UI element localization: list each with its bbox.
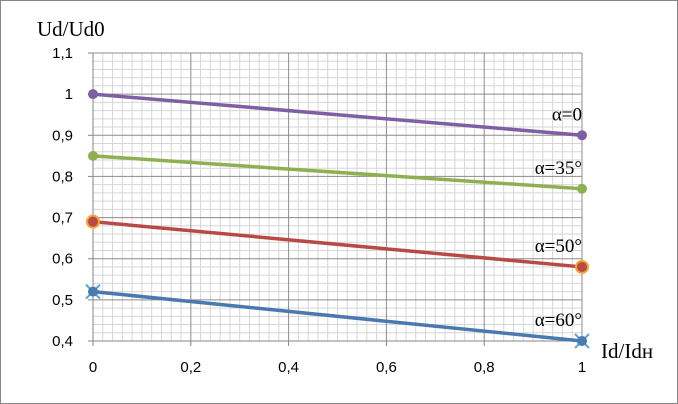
y-tick-label: 0,7 xyxy=(52,210,73,227)
series-labels: α=0 α=35° α=50° α=60° xyxy=(535,104,582,331)
minor-gridlines xyxy=(93,53,582,341)
x-tick-label: 0,2 xyxy=(180,359,201,376)
y-tick-label: 0,4 xyxy=(52,333,73,350)
data-point xyxy=(88,216,98,227)
y-tick-label: 0,5 xyxy=(52,292,73,309)
data-point xyxy=(88,286,98,297)
y-tick-label: 0,6 xyxy=(52,251,73,268)
major-gridlines xyxy=(93,52,583,341)
series-line xyxy=(91,219,584,269)
data-point xyxy=(577,261,587,272)
data-point xyxy=(577,336,587,346)
x-axis-title: Id/Idн xyxy=(601,339,653,363)
series-markers xyxy=(85,89,590,349)
data-point xyxy=(577,183,587,194)
series-line xyxy=(91,92,584,138)
data-point xyxy=(88,89,98,100)
x-tick-label: 0,6 xyxy=(376,359,397,376)
y-tick-label: 0,8 xyxy=(52,168,73,185)
series-line xyxy=(91,289,584,343)
series-line xyxy=(91,154,584,191)
data-point xyxy=(577,130,587,141)
series-lines xyxy=(91,92,584,343)
y-tick-label: 1 xyxy=(65,86,73,103)
series-label: α=60° xyxy=(535,310,582,331)
axes xyxy=(88,52,583,346)
x-tick-label: 0 xyxy=(89,359,97,376)
x-tick-label: 0,4 xyxy=(278,359,299,376)
x-tick-label: 0,8 xyxy=(474,359,495,376)
y-tick-label: 0,9 xyxy=(52,127,73,144)
x-tick-label: 1 xyxy=(578,359,586,376)
series-label: α=0 xyxy=(552,104,582,125)
series-label: α=50° xyxy=(535,236,582,257)
x-tick-labels: 0 0,2 0,4 0,6 0,8 1 xyxy=(89,359,586,376)
series-label: α=35° xyxy=(535,158,582,179)
data-point xyxy=(88,150,98,161)
y-tick-label: 1,1 xyxy=(52,45,73,62)
y-tick-labels: 0,4 0,5 0,6 0,7 0,8 0,9 1 1,1 xyxy=(52,45,73,350)
y-axis-title: Ud/Ud0 xyxy=(37,17,105,41)
